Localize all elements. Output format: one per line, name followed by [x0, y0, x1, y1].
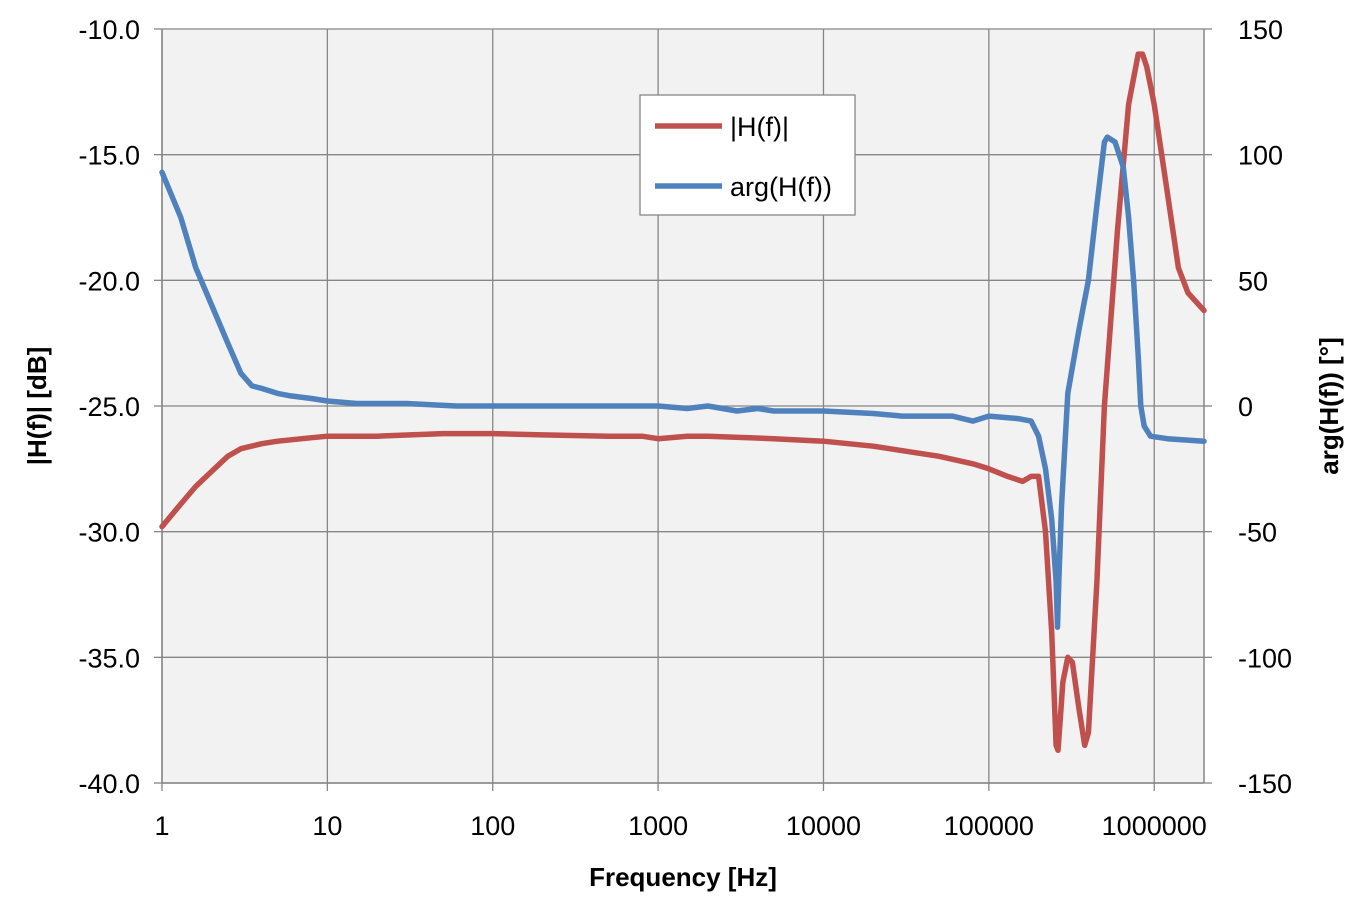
y-left-axis-title: |H(f)| [dB]	[22, 347, 52, 466]
y-right-axis-title: arg(H(f)) [°]	[1314, 337, 1344, 474]
legend-label-magnitude: |H(f)|	[730, 112, 789, 142]
y-left-tick-label: -20.0	[78, 266, 140, 296]
y-right-tick-label: -150	[1238, 769, 1292, 799]
x-tick-label: 100	[470, 811, 515, 841]
x-tick-label: 10000	[786, 811, 861, 841]
chart-legend: |H(f)| arg(H(f))	[639, 94, 856, 216]
y-right-tick-label: -100	[1238, 643, 1292, 673]
y-left-tick-label: -35.0	[78, 643, 140, 673]
legend-label-phase: arg(H(f))	[730, 172, 832, 202]
y-left-tick-label: -40.0	[78, 769, 140, 799]
y-left-tick-label: -15.0	[78, 141, 140, 171]
y-right-tick-label: 0	[1238, 392, 1253, 422]
series-lines	[159, 51, 1207, 754]
phase-series-line	[159, 134, 1207, 630]
y-right-tick-label: -50	[1238, 518, 1277, 548]
y-left-tick-label: -25.0	[78, 392, 140, 422]
x-tick-label: 1000	[628, 811, 688, 841]
y-right-tick-label: 100	[1238, 141, 1283, 171]
y-left-tick-label: -10.0	[78, 15, 140, 45]
y-left-tick-label: -30.0	[78, 518, 140, 548]
y-right-tick-label: 150	[1238, 15, 1283, 45]
axes	[154, 28, 1212, 791]
y-right-tick-label: 50	[1238, 266, 1268, 296]
x-tick-label: 100000	[944, 811, 1034, 841]
legend-box	[639, 94, 856, 216]
x-tick-label: 1000000	[1102, 811, 1207, 841]
tick-labels: 1 10 100 1000 10000 100000 1000000-10.0-15.0-2…	[78, 15, 1292, 841]
x-tick-label: 10	[312, 811, 342, 841]
x-axis-title: Frequency [Hz]	[589, 862, 777, 892]
x-tick-label: 1	[154, 811, 169, 841]
